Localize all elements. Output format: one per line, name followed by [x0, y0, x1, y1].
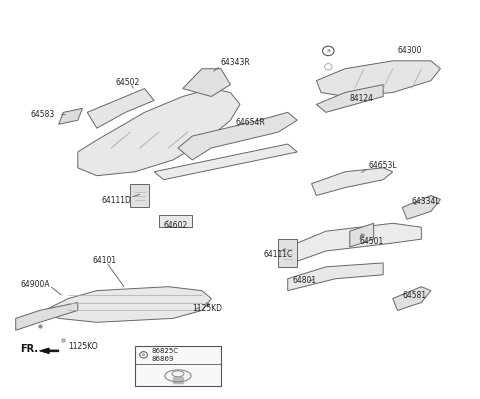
- Text: 64502: 64502: [116, 78, 140, 87]
- Polygon shape: [16, 302, 78, 330]
- Text: 64300: 64300: [397, 46, 422, 55]
- Polygon shape: [154, 144, 297, 180]
- Text: 64343R: 64343R: [221, 58, 251, 67]
- Polygon shape: [44, 286, 211, 322]
- Polygon shape: [278, 239, 297, 267]
- Polygon shape: [59, 109, 83, 124]
- Polygon shape: [393, 286, 431, 310]
- Polygon shape: [159, 215, 192, 227]
- Polygon shape: [183, 69, 230, 97]
- Text: a: a: [326, 48, 330, 53]
- Polygon shape: [288, 263, 383, 290]
- Text: 64900A: 64900A: [21, 280, 50, 289]
- Text: 1125KD: 1125KD: [192, 304, 222, 313]
- Polygon shape: [312, 168, 393, 196]
- Text: 86825C: 86825C: [152, 348, 179, 354]
- Text: 64583: 64583: [30, 110, 54, 119]
- Polygon shape: [402, 196, 441, 219]
- Text: 64602: 64602: [164, 221, 188, 230]
- Text: 64501: 64501: [360, 237, 384, 246]
- Text: FR.: FR.: [21, 344, 38, 354]
- Text: 64801: 64801: [292, 276, 317, 285]
- Text: 1125KO: 1125KO: [68, 342, 98, 351]
- Text: 64111C: 64111C: [264, 251, 293, 259]
- FancyBboxPatch shape: [135, 346, 221, 386]
- Text: 64334L: 64334L: [412, 197, 441, 206]
- Text: 64111D: 64111D: [102, 196, 132, 205]
- Text: a: a: [142, 352, 145, 358]
- Bar: [173, 377, 183, 383]
- Polygon shape: [316, 85, 383, 113]
- Polygon shape: [130, 184, 149, 207]
- Text: 64653L: 64653L: [369, 161, 397, 170]
- Polygon shape: [316, 61, 441, 97]
- Polygon shape: [178, 113, 297, 160]
- Polygon shape: [78, 89, 240, 176]
- Text: 64101: 64101: [92, 257, 116, 265]
- Polygon shape: [39, 348, 59, 354]
- Polygon shape: [350, 223, 373, 247]
- Text: 64581: 64581: [402, 291, 426, 300]
- Text: 84124: 84124: [350, 94, 374, 103]
- Polygon shape: [87, 89, 154, 128]
- Polygon shape: [288, 223, 421, 263]
- Text: 86869: 86869: [152, 356, 174, 362]
- Text: 64654R: 64654R: [235, 118, 265, 127]
